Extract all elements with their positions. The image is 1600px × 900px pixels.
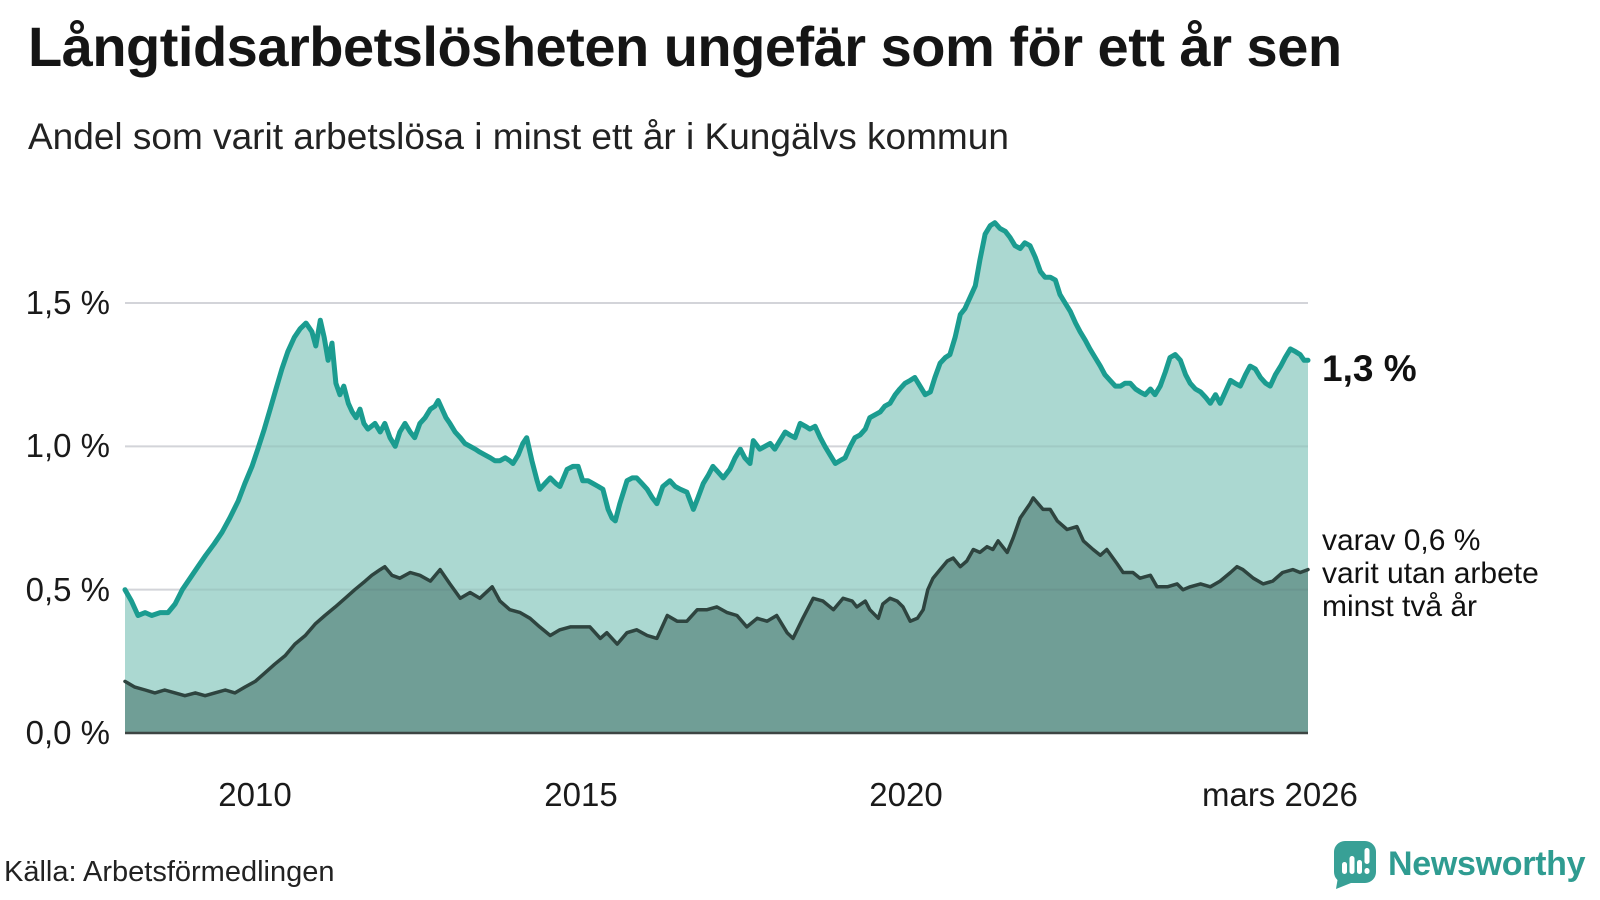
two-year-line <box>123 496 1310 698</box>
chart-subtitle: Andel som varit arbetslösa i minst ett å… <box>28 116 1009 157</box>
x-axis-label: 2010 <box>218 776 292 813</box>
two-year-annotation-line: varav 0,6 % <box>1322 524 1481 557</box>
newsworthy-logo-icon <box>1334 841 1376 889</box>
newsworthy-brand: Newsworthy <box>1332 838 1586 890</box>
two-year-annotation-line: minst två år <box>1322 590 1478 623</box>
x-axis-label: mars 2026 <box>1201 776 1358 813</box>
x-axis-label: 2020 <box>869 776 943 813</box>
latest-value-annotation: 1,3 % <box>1322 348 1417 389</box>
y-axis-label: 1,5 % <box>25 284 110 321</box>
two-year-annotation-line: varit utan arbete <box>1322 557 1539 590</box>
y-axis-label: 0,0 % <box>25 714 110 751</box>
x-axis-label: 2015 <box>544 776 618 813</box>
source-credit: Källa: Arbetsförmedlingen <box>4 856 335 888</box>
two-year-area <box>125 497 1308 733</box>
two-year-annotation: varav 0,6 % varit utan arbete minst två … <box>1322 524 1539 623</box>
newsworthy-brand-text: Newsworthy <box>1388 844 1586 883</box>
total-line <box>122 220 1311 618</box>
y-axis-label: 1,0 % <box>25 427 110 465</box>
page-title: Långtidsarbetslösheten ungefär som för e… <box>28 15 1342 78</box>
y-axis-label: 0,5 % <box>25 570 110 608</box>
